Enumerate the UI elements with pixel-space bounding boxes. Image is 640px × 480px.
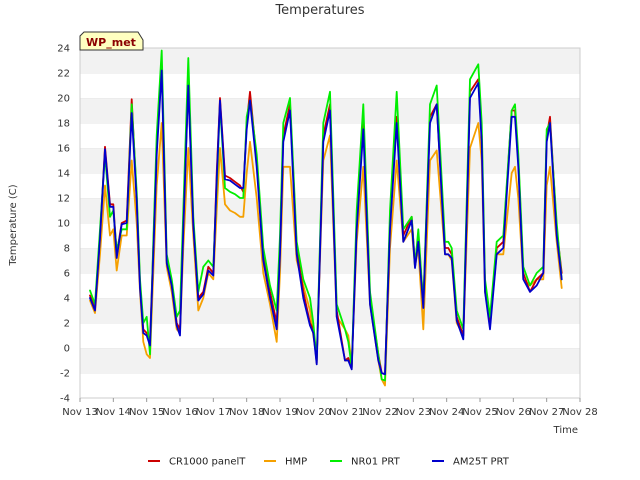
x-tick-label: Nov 25 — [462, 407, 497, 418]
x-tick-label: Nov 19 — [262, 407, 297, 418]
x-tick-label: Nov 16 — [162, 407, 197, 418]
y-axis-label: Temperature (C) — [8, 184, 19, 266]
y-tick-label: 8 — [64, 244, 70, 255]
grid-bands — [80, 47, 580, 398]
badge-shape — [79, 31, 144, 51]
series-line-am25t-prt — [89, 69, 563, 376]
y-tick-label: -2 — [60, 369, 70, 380]
x-tick-label: Nov 28 — [562, 407, 597, 418]
y-tick-label: -4 — [60, 394, 70, 405]
y-tick-label: 24 — [57, 44, 70, 55]
x-tick-label: Nov 17 — [196, 407, 231, 418]
x-tick-label: Nov 22 — [362, 407, 397, 418]
legend: CR1000 panelT HMP NR01 PRT AM25T PRT — [148, 457, 510, 468]
x-tick-label: Nov 27 — [529, 407, 564, 418]
y-tick-label: 20 — [57, 94, 70, 105]
x-tick-label: Nov 13 — [62, 407, 97, 418]
y-tick-label: 18 — [57, 119, 70, 130]
y-tick-label: 6 — [64, 269, 70, 280]
legend-label: NR01 PRT — [351, 457, 401, 468]
station-badge: WP_met — [79, 31, 144, 51]
y-tick-label: 16 — [57, 144, 70, 155]
badge-label: WP_met — [86, 36, 136, 49]
grid-band — [80, 273, 580, 298]
y-tick-label: 2 — [64, 319, 70, 330]
grid-band — [80, 323, 580, 348]
x-tick-label: Nov 24 — [429, 407, 464, 418]
x-tick-label: Nov 18 — [229, 407, 264, 418]
legend-label: HMP — [285, 457, 307, 468]
y-tick-label: 0 — [64, 344, 70, 355]
y-tick-label: 12 — [57, 194, 70, 205]
series-lines — [89, 49, 563, 387]
x-tick-label: Nov 23 — [396, 407, 431, 418]
y-tick-label: 14 — [57, 169, 70, 180]
x-axis-label: Time — [553, 425, 578, 436]
x-tick-label: Nov 14 — [96, 407, 131, 418]
x-tick-label: Nov 15 — [129, 407, 164, 418]
legend-label: CR1000 panelT — [169, 457, 246, 468]
x-tick-label: Nov 26 — [496, 407, 531, 418]
grid-band — [80, 48, 580, 73]
y-tick-label: 22 — [57, 69, 70, 80]
grid-band — [80, 198, 580, 223]
x-tick-label: Nov 20 — [296, 407, 331, 418]
grid-band — [80, 298, 580, 323]
grid-band — [80, 373, 580, 398]
plot-frame — [79, 47, 581, 399]
x-tick-label: Nov 21 — [329, 407, 364, 418]
y-tick-label: 10 — [57, 219, 70, 230]
legend-label: AM25T PRT — [453, 457, 510, 468]
chart-title: Temperatures — [274, 3, 364, 18]
grid-band — [80, 348, 580, 373]
y-tick-label: 4 — [64, 294, 70, 305]
